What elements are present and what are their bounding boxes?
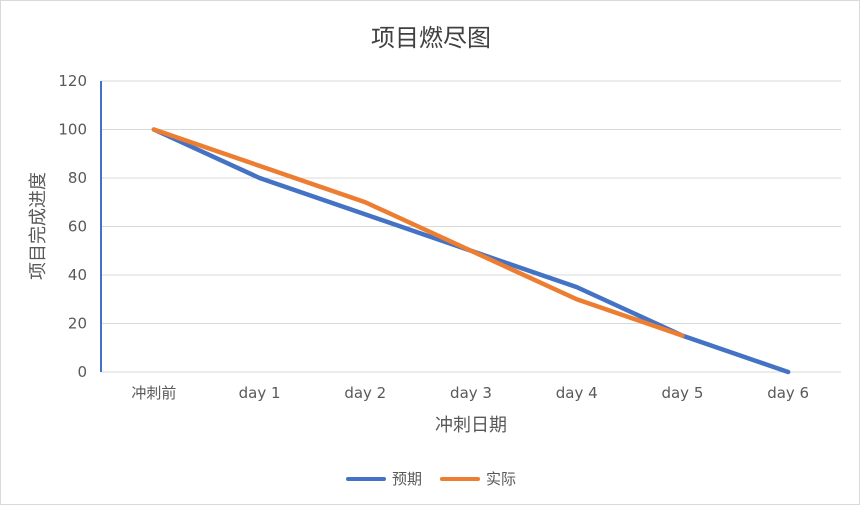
gridlines — [101, 80, 841, 373]
legend-label: 实际 — [486, 470, 517, 488]
legend-label: 预期 — [391, 470, 422, 488]
legend-item: 实际 — [440, 468, 516, 489]
y-tick-label: 40 — [68, 266, 87, 284]
y-axis-title: 项目完成进度 — [28, 172, 49, 280]
legend-swatch — [440, 476, 480, 481]
legend-swatch — [345, 476, 386, 481]
y-tick-label: 60 — [68, 218, 87, 236]
y-tick-label: 120 — [58, 72, 87, 90]
legend-item: 预期 — [345, 468, 422, 489]
x-tick-label: day 1 — [239, 384, 281, 402]
x-tick-label: 冲刺前 — [131, 384, 176, 402]
y-tick-label: 0 — [77, 363, 87, 381]
chart-title: 项目燃尽图 — [371, 24, 491, 52]
x-axis-ticks: 冲刺前 day 1 day 2 day 3 day 4 day 5 day 6 — [131, 384, 809, 402]
series-line-1 — [151, 127, 685, 338]
y-axis-ticks: 0 20 40 60 80 100 120 — [58, 72, 87, 381]
y-tick-label: 80 — [68, 169, 87, 187]
legend: 预期 实际 — [0, 468, 862, 489]
y-tick-label: 100 — [58, 121, 87, 139]
x-tick-label: day 3 — [450, 384, 492, 402]
x-tick-label: day 2 — [344, 384, 386, 402]
x-axis-title: 冲刺日期 — [435, 415, 507, 436]
y-tick-label: 20 — [68, 315, 87, 333]
x-tick-label: day 4 — [556, 384, 598, 402]
x-tick-label: day 6 — [767, 384, 809, 402]
series-lines — [151, 127, 791, 375]
x-tick-label: day 5 — [661, 384, 703, 402]
